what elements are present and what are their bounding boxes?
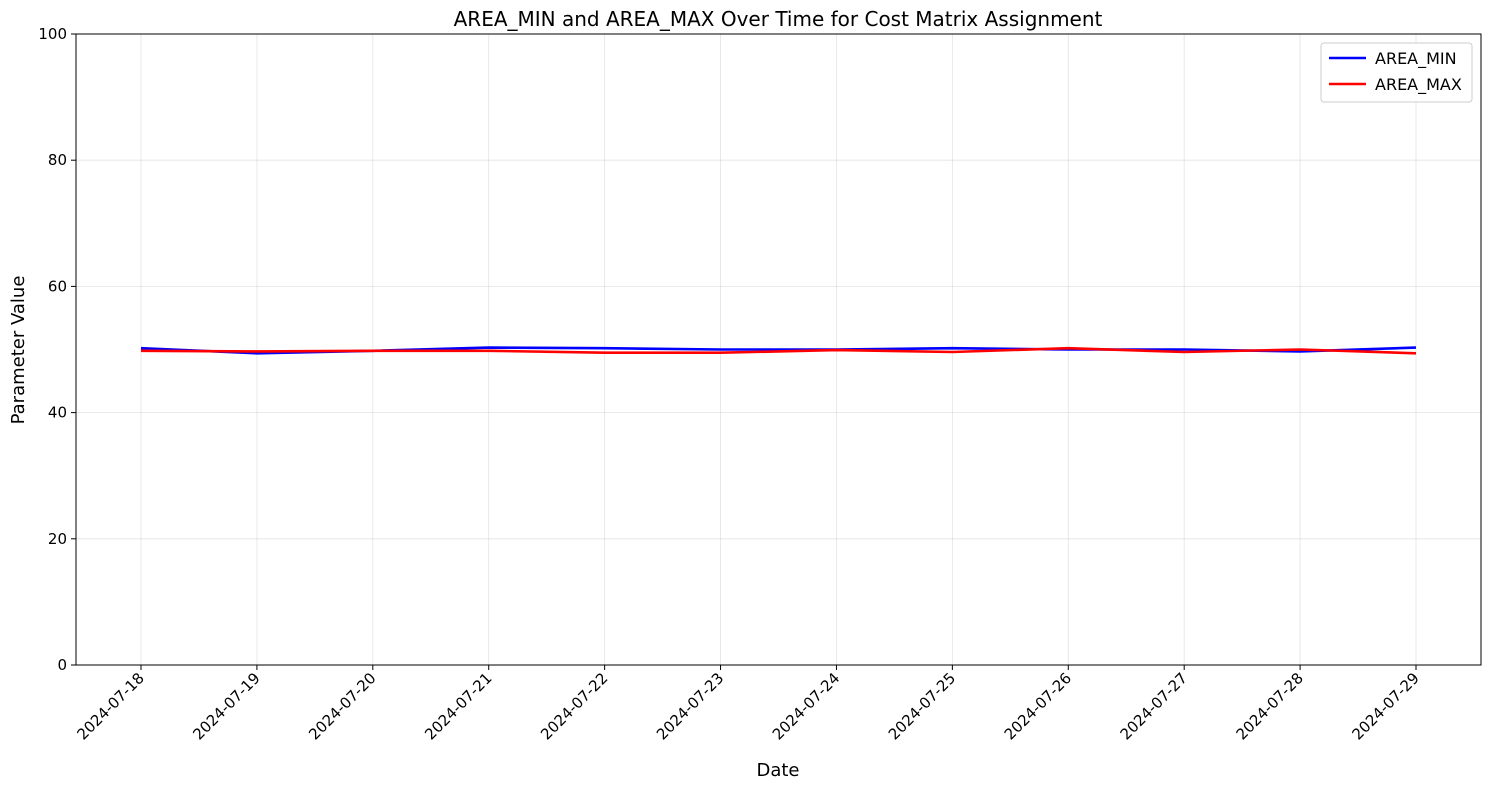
y-axis-label: Parameter Value [8, 276, 29, 425]
y-axis: 0 20 40 60 80 100 [38, 25, 76, 674]
x-tick-label: 2024-07-22 [537, 669, 611, 743]
x-tick-label: 2024-07-28 [1233, 669, 1307, 743]
series-line-area-max [140, 346, 1417, 355]
y-tick-label: 80 [48, 151, 67, 169]
x-tick-label: 2024-07-18 [73, 669, 147, 743]
x-tick-label: 2024-07-25 [885, 669, 959, 743]
series-lines [140, 346, 1417, 355]
x-tick-label: 2024-07-23 [653, 669, 727, 743]
legend-label: AREA_MAX [1375, 75, 1462, 95]
y-tick-label: 60 [48, 277, 67, 295]
legend: AREA_MIN AREA_MAX [1320, 42, 1473, 103]
x-tick-label: 2024-07-29 [1348, 669, 1422, 743]
x-axis: 2024-07-18 2024-07-19 2024-07-20 2024-07-21… [73, 665, 1423, 743]
x-tick-label: 2024-07-21 [421, 669, 495, 743]
x-tick-label: 2024-07-26 [1001, 669, 1075, 743]
chart-title: AREA_MIN and AREA_MAX Over Time for Cost… [454, 7, 1103, 31]
y-tick-label: 0 [57, 656, 67, 674]
legend-label: AREA_MIN [1375, 49, 1457, 69]
plot-frame [75, 33, 1482, 666]
x-tick-label: 2024-07-20 [305, 669, 379, 743]
x-tick-label: 2024-07-19 [189, 669, 263, 743]
x-tick-label: 2024-07-27 [1117, 669, 1191, 743]
y-tick-label: 100 [38, 25, 67, 43]
y-tick-label: 40 [48, 404, 67, 422]
x-axis-label: Date [756, 760, 799, 781]
x-tick-label: 2024-07-24 [769, 669, 843, 743]
y-tick-label: 20 [48, 530, 67, 548]
